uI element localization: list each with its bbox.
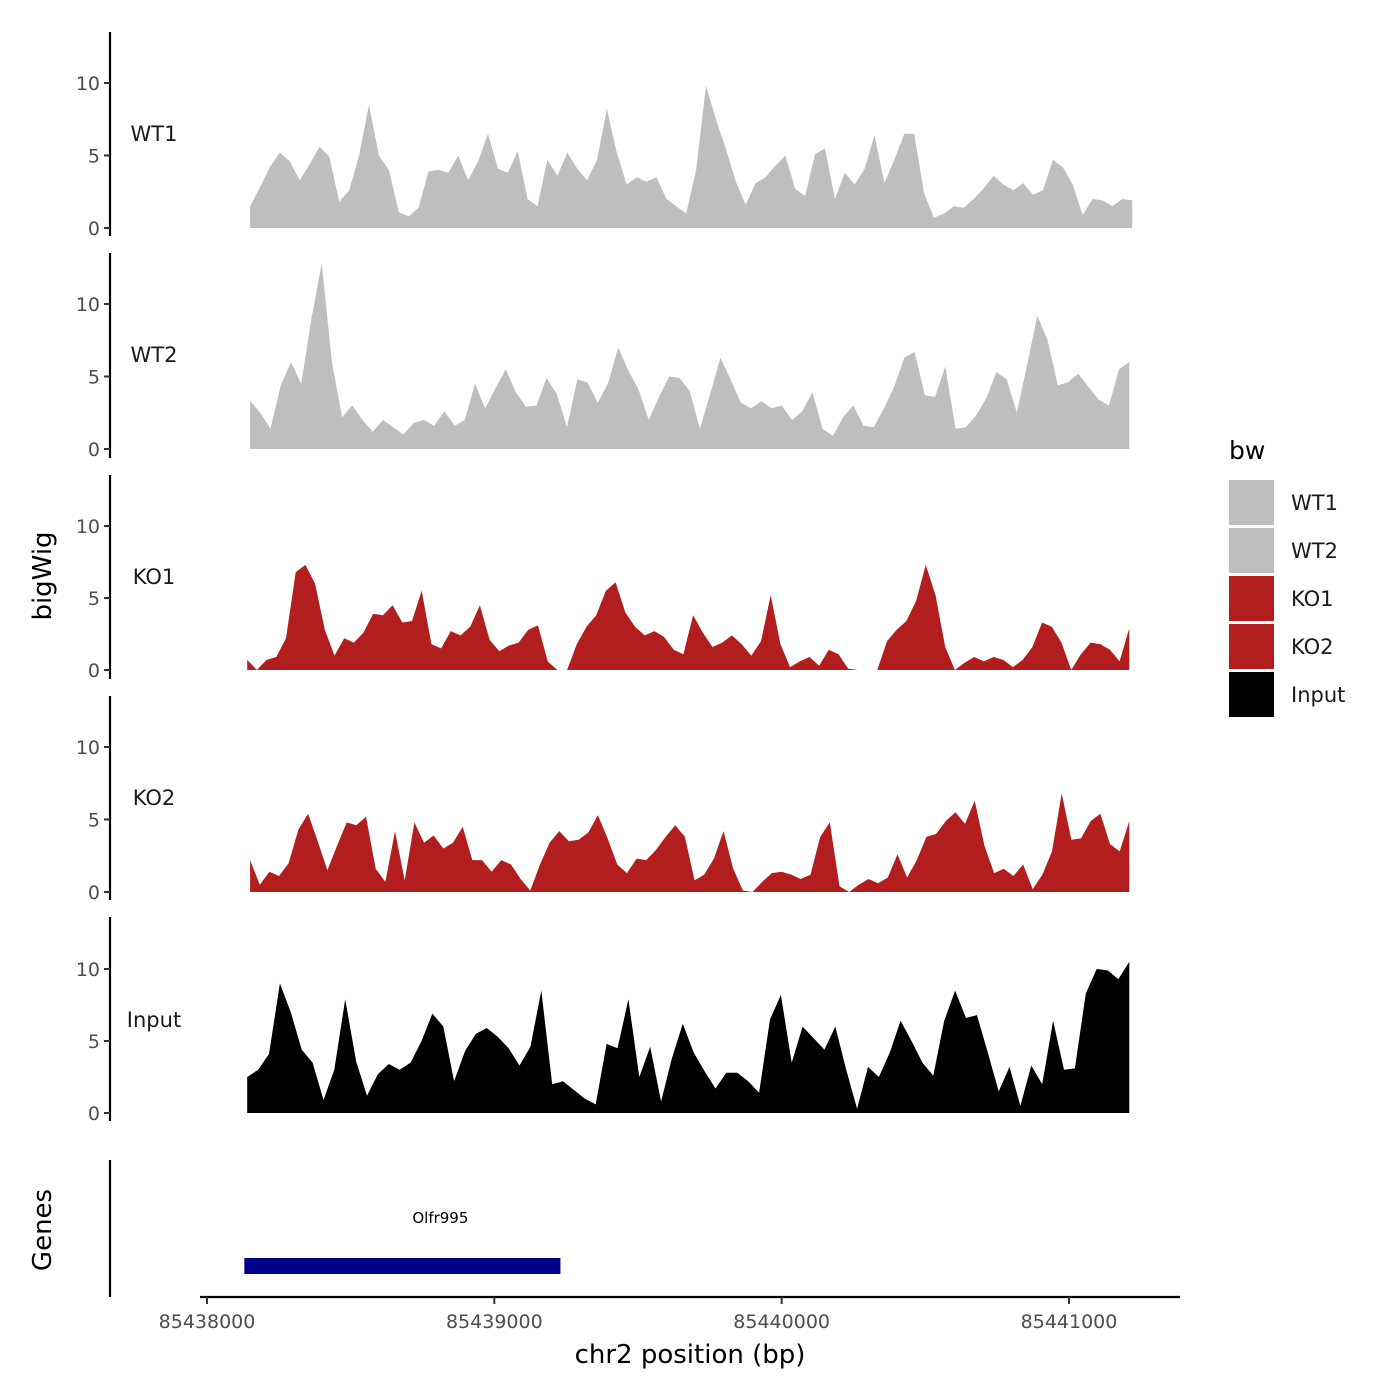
y-axis-title: bigWig <box>28 531 58 620</box>
legend-label: KO2 <box>1291 635 1334 659</box>
y-tick-label: 10 <box>76 516 100 538</box>
y-tick-label: 0 <box>88 1103 100 1125</box>
signal-area-ko2 <box>250 793 1130 892</box>
signal-area-ko1 <box>247 564 1130 670</box>
y-tick-label: 0 <box>88 439 100 461</box>
legend-key-wt2 <box>1229 528 1274 573</box>
y-tick-label: 0 <box>88 660 100 682</box>
track-wt2: 0 5 10 WT2 <box>76 253 1130 461</box>
y-tick-label: 10 <box>76 294 100 316</box>
legend-key-wt1 <box>1229 480 1274 525</box>
legend: bw WT1 WT2 KO1 KO2 Input <box>1229 436 1345 717</box>
gene-body <box>244 1258 561 1274</box>
y-tick-label: 5 <box>88 367 100 389</box>
x-axis-title: chr2 position (bp) <box>575 1340 806 1370</box>
y-tick-label: 10 <box>76 959 100 981</box>
tracks-layer: 0 5 10 WT1 0 5 10 WT2 0 5 10 KO1 0 5 10 KO2 0 5 10 Input <box>76 32 1133 1125</box>
legend-label: WT2 <box>1291 539 1338 563</box>
genes-axis-title: Genes <box>28 1189 58 1271</box>
y-tick-label: 0 <box>88 218 100 240</box>
legend-key-ko1 <box>1229 576 1274 621</box>
x-tick-label: 85440000 <box>733 1311 830 1333</box>
y-tick-label: 5 <box>88 588 100 610</box>
genes-panel: Olfr995 <box>108 1160 561 1297</box>
legend-key-ko2 <box>1229 624 1274 669</box>
track-ko1: 0 5 10 KO1 <box>76 475 1130 682</box>
signal-area-wt1 <box>250 85 1133 229</box>
y-tick-label: 0 <box>88 882 100 904</box>
x-axis: 85438000 85439000 85440000 85441000 <box>159 1295 1180 1333</box>
track-label: WT2 <box>131 343 178 367</box>
legend-label: KO1 <box>1291 587 1334 611</box>
x-tick-label: 85438000 <box>159 1311 256 1333</box>
legend-label: WT1 <box>1291 491 1338 515</box>
track-label: KO1 <box>133 565 176 589</box>
legend-label: Input <box>1291 683 1345 707</box>
x-tick-label: 85439000 <box>446 1311 543 1333</box>
y-tick-label: 5 <box>88 810 100 832</box>
legend-title: bw <box>1229 436 1265 465</box>
track-ko2: 0 5 10 KO2 <box>76 696 1130 904</box>
track-label: WT1 <box>131 122 178 146</box>
track-label: Input <box>127 1008 181 1032</box>
y-tick-label: 10 <box>76 73 100 95</box>
track-wt1: 0 5 10 WT1 <box>76 32 1133 240</box>
y-tick-label: 5 <box>88 1031 100 1053</box>
track-input: 0 5 10 Input <box>76 917 1130 1125</box>
gene-label: Olfr995 <box>412 1209 468 1227</box>
x-tick-label: 85441000 <box>1021 1311 1118 1333</box>
track-label: KO2 <box>133 786 176 810</box>
signal-area-input <box>247 961 1130 1113</box>
y-tick-label: 5 <box>88 146 100 168</box>
legend-key-input <box>1229 672 1274 717</box>
signal-area-wt2 <box>250 263 1130 449</box>
y-tick-label: 10 <box>76 737 100 759</box>
